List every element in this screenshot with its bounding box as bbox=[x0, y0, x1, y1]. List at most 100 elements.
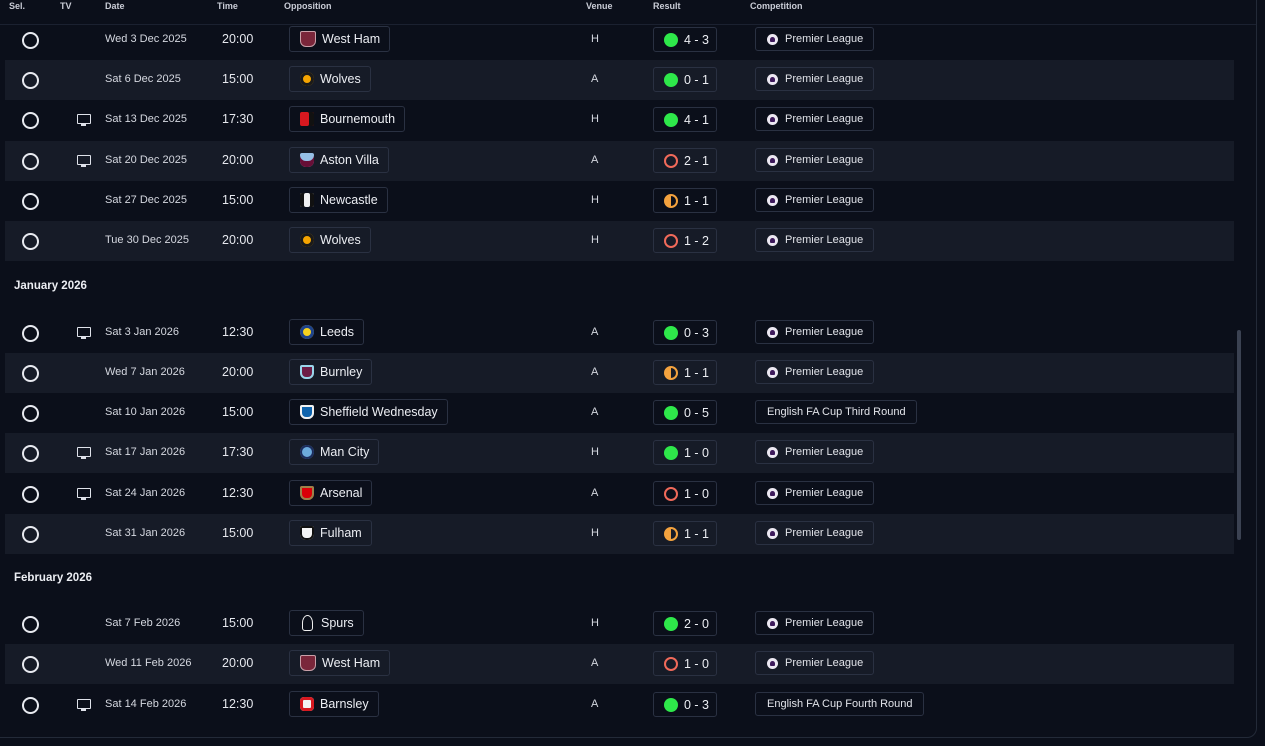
competition-chip[interactable]: Premier League bbox=[755, 360, 875, 384]
header-venue[interactable]: Venue bbox=[586, 1, 613, 11]
fixture-row[interactable]: Sat 7 Feb 2026 15:00 Spurs H 2 - 0 Premier Le… bbox=[5, 604, 1234, 644]
competition-chip[interactable]: Premier League bbox=[755, 320, 875, 344]
fixture-row[interactable]: Sat 17 Jan 2026 17:30 Man City H 1 - 0 Premie… bbox=[5, 433, 1234, 473]
header-tv[interactable]: TV bbox=[60, 1, 72, 11]
select-radio-icon[interactable] bbox=[22, 325, 39, 342]
fixture-venue: A bbox=[591, 366, 599, 378]
result-chip[interactable]: 1 - 1 bbox=[653, 521, 717, 546]
result-chip[interactable]: 1 - 0 bbox=[653, 651, 717, 676]
result-chip[interactable]: 1 - 2 bbox=[653, 228, 717, 253]
fixture-row[interactable]: Sat 20 Dec 2025 20:00 Aston Villa A 2 - 1 Pre… bbox=[5, 141, 1234, 181]
premier-league-icon bbox=[767, 73, 778, 85]
header-competition[interactable]: Competition bbox=[750, 1, 803, 11]
fixture-row[interactable]: Sat 27 Dec 2025 15:00 Newcastle H 1 - 1 Premi… bbox=[5, 181, 1234, 221]
result-chip[interactable]: 1 - 1 bbox=[653, 188, 717, 213]
fixture-row[interactable]: Sat 31 Jan 2026 15:00 Fulham H 1 - 1 Premier … bbox=[5, 514, 1234, 554]
select-radio-icon[interactable] bbox=[22, 32, 39, 49]
opposition-chip[interactable]: Fulham bbox=[289, 520, 372, 546]
result-chip[interactable]: 0 - 5 bbox=[653, 400, 717, 425]
result-chip[interactable]: 1 - 0 bbox=[653, 481, 717, 506]
select-radio-icon[interactable] bbox=[22, 486, 39, 503]
fixture-time: 12:30 bbox=[222, 325, 254, 339]
fixture-row[interactable]: Sat 14 Feb 2026 12:30 Barnsley A 0 - 3 Englis… bbox=[5, 685, 1234, 725]
opposition-chip[interactable]: Wolves bbox=[289, 227, 371, 253]
select-radio-icon[interactable] bbox=[22, 193, 39, 210]
result-chip[interactable]: 2 - 1 bbox=[653, 148, 717, 173]
competition-name: Premier League bbox=[785, 73, 864, 85]
opposition-chip[interactable]: Man City bbox=[289, 439, 380, 465]
select-radio-icon[interactable] bbox=[22, 365, 39, 382]
opposition-chip[interactable]: Bournemouth bbox=[289, 106, 406, 132]
select-radio-icon[interactable] bbox=[22, 616, 39, 633]
fixture-row[interactable]: Wed 11 Feb 2026 20:00 West Ham A 1 - 0 Premie… bbox=[5, 644, 1234, 684]
select-radio-icon[interactable] bbox=[22, 405, 39, 422]
fixture-row[interactable]: Sat 13 Dec 2025 17:30 Bournemouth H 4 - 1 Pre… bbox=[5, 100, 1234, 140]
result-chip[interactable]: 0 - 3 bbox=[653, 692, 717, 717]
select-radio-icon[interactable] bbox=[22, 697, 39, 714]
fixture-row[interactable]: Tue 30 Dec 2025 20:00 Wolves H 1 - 2 Premier … bbox=[5, 221, 1234, 261]
competition-chip[interactable]: Premier League bbox=[755, 148, 875, 172]
wolves-crest bbox=[300, 72, 314, 86]
aston-villa-crest bbox=[300, 153, 314, 167]
opposition-chip[interactable]: Wolves bbox=[289, 66, 371, 92]
competition-chip[interactable]: English FA Cup Fourth Round bbox=[755, 692, 924, 716]
competition-chip[interactable]: Premier League bbox=[755, 651, 875, 675]
competition-chip[interactable]: Premier League bbox=[755, 107, 875, 131]
opposition-chip[interactable]: Aston Villa bbox=[289, 147, 389, 173]
sheffield-wednesday-crest bbox=[300, 405, 314, 419]
competition-chip[interactable]: Premier League bbox=[755, 188, 875, 212]
fixture-date: Wed 11 Feb 2026 bbox=[105, 657, 192, 669]
opposition-chip[interactable]: Leeds bbox=[289, 319, 365, 345]
opposition-chip[interactable]: Arsenal bbox=[289, 480, 373, 506]
opposition-chip[interactable]: West Ham bbox=[289, 650, 391, 676]
opposition-name: Spurs bbox=[321, 616, 354, 630]
result-chip[interactable]: 0 - 3 bbox=[653, 320, 717, 345]
select-radio-icon[interactable] bbox=[22, 153, 39, 170]
select-radio-icon[interactable] bbox=[22, 72, 39, 89]
competition-chip[interactable]: Premier League bbox=[755, 440, 875, 464]
competition-chip[interactable]: Premier League bbox=[755, 228, 875, 252]
header-date[interactable]: Date bbox=[105, 1, 125, 11]
opposition-chip[interactable]: Newcastle bbox=[289, 187, 388, 213]
fixture-row[interactable]: Wed 7 Jan 2026 20:00 Burnley A 1 - 1 Premier … bbox=[5, 353, 1234, 393]
opposition-chip[interactable]: Spurs bbox=[289, 610, 364, 636]
competition-chip[interactable]: Premier League bbox=[755, 481, 875, 505]
opposition-chip[interactable]: Sheffield Wednesday bbox=[289, 399, 448, 425]
result-chip[interactable]: 0 - 1 bbox=[653, 67, 717, 92]
fixture-row[interactable]: Sat 6 Dec 2025 15:00 Wolves A 0 - 1 Premier L… bbox=[5, 60, 1234, 100]
select-radio-icon[interactable] bbox=[22, 233, 39, 250]
fixture-venue: H bbox=[591, 33, 599, 45]
result-draw-icon bbox=[664, 365, 678, 380]
result-chip[interactable]: 1 - 1 bbox=[653, 360, 717, 385]
select-radio-icon[interactable] bbox=[22, 445, 39, 462]
fixture-row[interactable]: Wed 3 Dec 2025 20:00 West Ham H 4 - 3 Premier… bbox=[5, 20, 1234, 60]
result-chip[interactable]: 2 - 0 bbox=[653, 611, 717, 636]
select-radio-icon[interactable] bbox=[22, 526, 39, 543]
fixture-row[interactable]: Sat 24 Jan 2026 12:30 Arsenal A 1 - 0 Premier… bbox=[5, 474, 1234, 514]
result-chip[interactable]: 4 - 3 bbox=[653, 27, 717, 52]
result-chip[interactable]: 1 - 0 bbox=[653, 440, 717, 465]
fixture-row[interactable]: Sat 10 Jan 2026 15:00 Sheffield Wednesday A… bbox=[5, 393, 1234, 433]
competition-chip[interactable]: Premier League bbox=[755, 67, 875, 91]
fixture-row[interactable]: Sat 3 Jan 2026 12:30 Leeds A 0 - 3 Premier Le… bbox=[5, 313, 1234, 353]
fixture-time: 20:00 bbox=[222, 233, 254, 247]
select-radio-icon[interactable] bbox=[22, 656, 39, 673]
header-sel[interactable]: Sel. bbox=[9, 1, 26, 11]
opposition-chip[interactable]: Burnley bbox=[289, 359, 373, 385]
fixture-venue: A bbox=[591, 698, 599, 710]
select-radio-icon[interactable] bbox=[22, 112, 39, 129]
competition-name: English FA Cup Third Round bbox=[767, 406, 906, 418]
result-chip[interactable]: 4 - 1 bbox=[653, 107, 717, 132]
fixture-time: 17:30 bbox=[222, 112, 254, 126]
opposition-chip[interactable]: West Ham bbox=[289, 26, 391, 52]
competition-chip[interactable]: English FA Cup Third Round bbox=[755, 400, 917, 424]
fixture-venue: A bbox=[591, 406, 599, 418]
competition-chip[interactable]: Premier League bbox=[755, 521, 875, 545]
opposition-chip[interactable]: Barnsley bbox=[289, 691, 379, 717]
header-time[interactable]: Time bbox=[217, 1, 238, 11]
competition-chip[interactable]: Premier League bbox=[755, 27, 875, 51]
competition-chip[interactable]: Premier League bbox=[755, 611, 875, 635]
header-opposition[interactable]: Opposition bbox=[284, 1, 332, 11]
header-result[interactable]: Result bbox=[653, 1, 681, 11]
vertical-scrollbar[interactable] bbox=[1237, 330, 1241, 540]
